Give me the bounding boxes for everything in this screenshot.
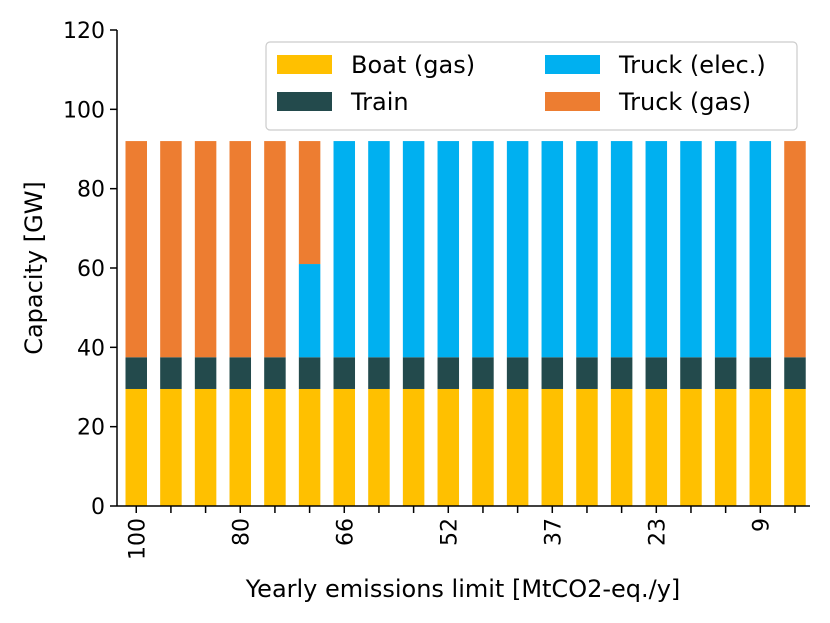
bar-segment-truck-elec-18 <box>749 141 772 358</box>
legend-swatch-truck-elec <box>545 55 600 74</box>
x-tick-label-23: 23 <box>645 518 670 546</box>
bar-segment-train-2 <box>194 357 217 389</box>
y-tick-label-40: 40 <box>77 336 105 361</box>
bar-segment-truck-elec-15 <box>645 141 668 358</box>
bar-segment-truck-elec-13 <box>576 141 598 358</box>
bar-segment-boat-gas-19 <box>784 388 806 506</box>
bar-segment-boat-gas-0 <box>125 388 147 506</box>
bar-segment-train-11 <box>506 357 529 389</box>
y-ticks-group: 0 20 40 60 80 100 120 <box>63 19 117 520</box>
legend-label-train: Train <box>350 88 409 116</box>
y-tick-label-100: 100 <box>63 98 105 123</box>
bar-segment-truck-elec-10 <box>472 141 494 358</box>
bar-segment-train-1 <box>160 357 182 389</box>
bar-segment-boat-gas-18 <box>749 388 772 506</box>
bar-segment-truck-gas-4 <box>264 141 286 358</box>
bar-segment-train-6 <box>333 357 356 389</box>
x-tick-label-52: 52 <box>437 518 462 546</box>
bar-segment-boat-gas-5 <box>298 388 321 506</box>
bar-segment-train-12 <box>541 357 564 389</box>
bar-segment-boat-gas-3 <box>229 388 252 506</box>
bar-segment-boat-gas-16 <box>680 388 702 506</box>
bar-segment-boat-gas-11 <box>506 388 529 506</box>
bar-segment-train-16 <box>680 357 702 389</box>
bar-segment-truck-elec-9 <box>437 141 460 358</box>
bar-segment-boat-gas-7 <box>368 388 390 506</box>
x-ticks-group: 100 80 66 52 37 23 9 <box>125 506 796 560</box>
bar-segment-boat-gas-12 <box>541 388 564 506</box>
bar-segment-train-15 <box>645 357 668 389</box>
legend-label-truck-elec: Truck (elec.) <box>618 51 766 79</box>
x-tick-label-80: 80 <box>229 518 254 546</box>
bar-segment-boat-gas-6 <box>333 388 356 506</box>
bar-segment-truck-gas-0 <box>125 141 147 358</box>
bar-segment-train-3 <box>229 357 252 389</box>
bar-segment-train-8 <box>402 357 425 389</box>
legend-swatch-boat-gas <box>277 55 332 74</box>
bar-segment-boat-gas-14 <box>610 388 633 506</box>
bar-segment-boat-gas-8 <box>402 388 425 506</box>
bar-segment-train-5 <box>298 357 321 389</box>
y-tick-label-60: 60 <box>77 257 105 282</box>
bar-segment-truck-elec-11 <box>506 141 529 358</box>
x-tick-label-37: 37 <box>541 518 566 546</box>
bar-segment-truck-elec-8 <box>402 141 425 358</box>
x-axis-title: Yearly emissions limit [MtCO2-eq./y] <box>245 575 681 603</box>
bar-segment-truck-gas-5 <box>298 141 321 265</box>
x-tick-label-9: 9 <box>749 518 774 532</box>
x-tick-label-66: 66 <box>333 518 358 546</box>
bar-segment-train-7 <box>368 357 390 389</box>
bar-segment-boat-gas-17 <box>714 388 737 506</box>
bar-segment-truck-elec-5 <box>298 264 321 358</box>
bar-segment-boat-gas-9 <box>437 388 460 506</box>
bar-segment-truck-elec-12 <box>541 141 564 358</box>
bar-segment-train-13 <box>576 357 598 389</box>
bar-segment-truck-gas-19 <box>784 141 806 358</box>
bar-segment-truck-gas-3 <box>229 141 252 358</box>
bars-group <box>125 141 806 506</box>
legend-swatch-train <box>277 92 332 111</box>
bar-segment-truck-gas-2 <box>194 141 217 358</box>
y-tick-label-80: 80 <box>77 178 105 203</box>
bar-segment-truck-gas-1 <box>160 141 182 358</box>
bar-segment-boat-gas-4 <box>264 388 286 506</box>
y-tick-label-0: 0 <box>91 495 105 520</box>
y-axis-title: Capacity [GW] <box>20 181 48 355</box>
bar-segment-boat-gas-15 <box>645 388 668 506</box>
bar-segment-train-14 <box>610 357 633 389</box>
bar-segment-truck-elec-16 <box>680 141 702 358</box>
bar-segment-train-0 <box>125 357 147 389</box>
y-tick-label-120: 120 <box>63 19 105 44</box>
legend-label-truck-gas: Truck (gas) <box>618 88 751 116</box>
bar-segment-truck-elec-7 <box>368 141 390 358</box>
bar-segment-boat-gas-10 <box>472 388 494 506</box>
legend-swatch-truck-gas <box>545 92 600 111</box>
bar-segment-truck-elec-14 <box>610 141 633 358</box>
bar-segment-boat-gas-13 <box>576 388 598 506</box>
bar-segment-boat-gas-1 <box>160 388 182 506</box>
bar-segment-train-17 <box>714 357 737 389</box>
x-tick-label-100: 100 <box>125 518 150 560</box>
legend-label-boat-gas: Boat (gas) <box>351 51 475 79</box>
y-tick-label-20: 20 <box>77 416 105 441</box>
bar-segment-train-10 <box>472 357 494 389</box>
bar-segment-truck-elec-6 <box>333 141 356 358</box>
bar-segment-boat-gas-2 <box>194 388 217 506</box>
bar-segment-train-18 <box>749 357 772 389</box>
legend-frame <box>265 41 798 131</box>
bar-segment-train-9 <box>437 357 460 389</box>
bar-segment-truck-elec-17 <box>714 141 737 358</box>
legend: Boat (gas) Train Truck (elec.) Truck (gas) <box>265 41 798 131</box>
bar-segment-train-19 <box>784 357 806 389</box>
bar-segment-train-4 <box>264 357 286 389</box>
